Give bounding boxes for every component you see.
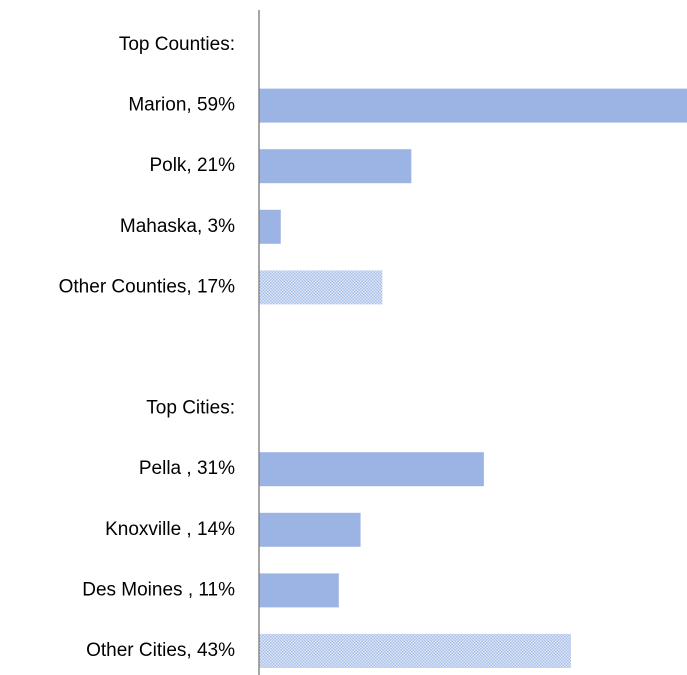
bar [259,634,571,668]
category-label: Other Counties, 17% [59,276,235,297]
category-label: Marion, 59% [128,95,235,116]
category-label: Polk, 21% [149,155,235,176]
category-label: Other Cities, 43% [86,640,235,661]
bar [259,270,383,305]
category-label: Pella , 31% [139,458,235,479]
bar [259,88,687,123]
category-label: Top Counties: [119,34,235,55]
category-label: Top Cities: [146,398,235,419]
bar [259,452,484,487]
category-label: Knoxville , 14% [105,519,235,540]
category-label: Des Moines , 11% [82,579,235,600]
category-label: Mahaska, 3% [120,216,235,237]
bar [259,209,281,244]
bar [259,149,412,184]
bar [259,573,339,608]
bar [259,512,361,547]
